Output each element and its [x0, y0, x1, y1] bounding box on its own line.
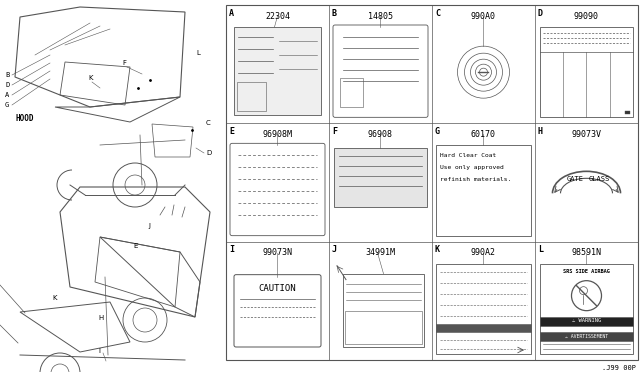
Text: L: L	[196, 50, 200, 56]
Text: G: G	[5, 102, 9, 108]
Text: CAUTION: CAUTION	[259, 284, 296, 293]
Text: GLASS: GLASS	[589, 176, 610, 182]
Text: 990A0: 990A0	[471, 12, 496, 20]
Text: 96908M: 96908M	[262, 130, 292, 139]
Text: J: J	[332, 245, 337, 254]
Text: H: H	[98, 315, 103, 321]
Text: A: A	[5, 92, 9, 98]
Text: 99073N: 99073N	[262, 248, 292, 257]
Bar	[625, 111, 630, 114]
Text: B: B	[332, 9, 337, 17]
Text: E: E	[229, 127, 234, 136]
Bar	[343, 274, 424, 347]
Text: K: K	[88, 75, 93, 81]
Text: Hard Clear Coat: Hard Clear Coat	[440, 153, 496, 158]
Text: D: D	[206, 150, 211, 156]
Text: I: I	[98, 348, 100, 354]
Text: ⚠ AVERTISSEMENT: ⚠ AVERTISSEMENT	[565, 334, 608, 339]
Text: 22304: 22304	[265, 12, 290, 20]
Text: 34991M: 34991M	[365, 248, 396, 257]
Bar	[345, 311, 422, 344]
Text: refinish materials.: refinish materials.	[440, 177, 511, 182]
Bar	[436, 324, 531, 332]
Text: K: K	[52, 295, 56, 301]
Bar	[237, 82, 266, 111]
Bar	[540, 317, 633, 326]
Text: K: K	[435, 245, 440, 254]
Text: ⚠ WARNING: ⚠ WARNING	[572, 318, 601, 324]
Text: H: H	[538, 127, 543, 136]
Text: 99090: 99090	[574, 12, 599, 20]
Text: A: A	[229, 9, 234, 17]
Bar	[540, 264, 633, 354]
Text: 14805: 14805	[368, 12, 393, 20]
Text: SRS SIDE AIRBAG: SRS SIDE AIRBAG	[563, 269, 610, 274]
Text: HOOD: HOOD	[15, 113, 33, 122]
Text: 96908: 96908	[368, 130, 393, 139]
Text: J: J	[148, 223, 150, 229]
Text: G: G	[435, 127, 440, 136]
Text: B: B	[5, 72, 9, 78]
Text: 990A2: 990A2	[471, 248, 496, 257]
Bar	[234, 27, 321, 115]
Text: F: F	[332, 127, 337, 136]
Text: C: C	[206, 120, 211, 126]
Text: 99073V: 99073V	[572, 130, 602, 139]
Text: D: D	[5, 82, 9, 88]
Text: .J99 00P: .J99 00P	[602, 365, 636, 371]
Bar	[340, 78, 363, 108]
Bar	[334, 148, 427, 207]
Bar	[540, 332, 633, 341]
Bar	[226, 5, 638, 360]
Text: Use only approved: Use only approved	[440, 165, 504, 170]
Bar	[436, 145, 531, 236]
Text: F: F	[122, 60, 126, 66]
Text: D: D	[538, 9, 543, 17]
Text: L: L	[538, 245, 543, 254]
Text: GATE: GATE	[567, 176, 584, 182]
Text: E: E	[133, 243, 138, 249]
Text: C: C	[435, 9, 440, 17]
Bar	[436, 264, 531, 354]
Bar	[540, 27, 633, 117]
Text: I: I	[229, 245, 234, 254]
Text: 60170: 60170	[471, 130, 496, 139]
Text: 98591N: 98591N	[572, 248, 602, 257]
